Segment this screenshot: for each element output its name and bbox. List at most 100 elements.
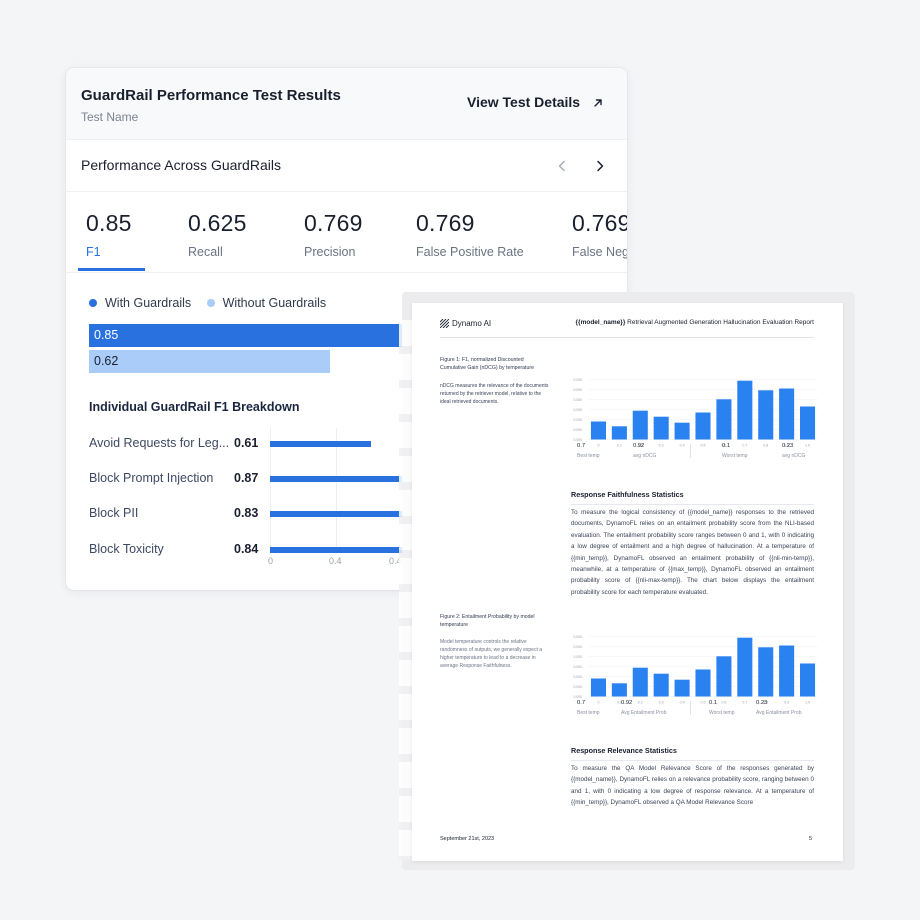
- breakdown-title: Individual GuardRail F1 Breakdown: [89, 400, 300, 414]
- x-tick-label: 0: [597, 701, 599, 705]
- x-tick-label: 0.9: [784, 444, 789, 448]
- stat-divider: [690, 701, 691, 715]
- stat-divider: [690, 444, 691, 458]
- x-tick-label: 0.3: [659, 444, 664, 448]
- axis-tick-label: 0.4: [329, 556, 342, 566]
- metric-label: Recall: [188, 245, 223, 259]
- brand-name: Dynamo AI: [452, 319, 492, 328]
- report-title-text: Retrieval Augmented Generation Hallucina…: [625, 319, 814, 326]
- metric-tab-recall[interactable]: 0.625 Recall: [188, 210, 247, 259]
- guardrail-bar: [270, 441, 371, 447]
- x-tick-label: 0.8: [763, 444, 768, 448]
- guardrail-bar: [270, 511, 407, 517]
- metric-label: Precision: [304, 245, 356, 259]
- section-divider: [571, 760, 814, 761]
- stat-label: Best temp: [577, 710, 600, 716]
- x-tick-label: 0.1: [617, 444, 622, 448]
- section-relevance-body: To measure the QA Model Relevance Score …: [571, 765, 814, 807]
- metric-value: 0.769: [304, 210, 363, 236]
- section-relevance-title: Response Relevance Statistics: [571, 746, 677, 755]
- metric-label: False Positive Rate: [416, 245, 524, 259]
- performance-header: Performance Across GuardRails: [66, 140, 627, 192]
- stat-value: 0.1: [722, 443, 731, 449]
- guardrail-row: Block Prompt Injection 0.87: [89, 471, 429, 487]
- y-tick-label: 0.000: [574, 665, 583, 669]
- chevron-left-icon[interactable]: [555, 159, 569, 173]
- y-tick-label: 0.000: [574, 635, 583, 639]
- guardrail-row: Block PII 0.83: [89, 506, 429, 522]
- report-page: Dynamo AI {{model_name}} Retrieval Augme…: [412, 303, 843, 861]
- y-tick-label: 0.000: [574, 675, 583, 679]
- section-faithfulness-title: Response Faithfulness Statistics: [571, 490, 684, 499]
- metric-value: 0.625: [188, 210, 247, 236]
- summary-bar-with-guardrails: 0.85: [89, 324, 419, 347]
- chart-bar: [632, 667, 648, 697]
- stat-value: 0.1: [709, 700, 718, 706]
- metric-value: 0.769: [416, 210, 475, 236]
- chart-bar: [590, 421, 606, 440]
- stat-value: 0.23: [756, 700, 768, 706]
- metric-tab-f1[interactable]: 0.85 F1: [86, 210, 132, 259]
- chart-bar: [716, 656, 732, 697]
- axis-tick-label: 0.4: [389, 556, 402, 566]
- axis-tick-label: 0: [268, 556, 274, 566]
- chart-bar: [737, 380, 753, 440]
- dynamo-logo-icon: [440, 319, 449, 328]
- guardrail-row: Avoid Requests for Leg... 0.61: [89, 436, 429, 452]
- y-tick-label: 0.000: [574, 398, 583, 402]
- metrics-tabs: 0.85 F1 0.625 Recall 0.769 Precision 0.7…: [66, 193, 627, 273]
- figure-1-description: nDCG measures the relevance of the docum…: [440, 383, 549, 405]
- footer-date: September 21st, 2023: [440, 836, 495, 842]
- guardrail-value: 0.84: [234, 542, 259, 556]
- x-tick-label: 0.5: [701, 701, 706, 705]
- stat-label: Avg Entailment Prob: [756, 710, 802, 716]
- chart-gridline: [270, 428, 271, 554]
- x-tick-label: 0.1: [617, 701, 622, 705]
- chart-bar: [674, 679, 690, 697]
- guardrail-bar: [270, 476, 414, 482]
- guardrail-value: 0.83: [234, 506, 259, 520]
- active-tab-indicator: [78, 268, 145, 271]
- section-divider: [571, 504, 814, 505]
- card-title: GuardRail Performance Test Results: [81, 87, 341, 104]
- y-tick-label: 0.000: [574, 418, 583, 422]
- stat-value: 0.23: [782, 443, 794, 449]
- legend-item-with: With Guardrails: [89, 296, 191, 310]
- report-title: {{model_name}} Retrieval Augmented Gener…: [576, 319, 814, 326]
- figure-2-description: Model temperature controls the relative …: [440, 639, 543, 669]
- guardrail-bar: [270, 547, 409, 553]
- chevron-right-icon[interactable]: [593, 159, 607, 173]
- x-tick-label: 0.4: [680, 444, 685, 448]
- stat-label: avg nDCG: [782, 453, 806, 459]
- metric-value: 0.769: [572, 210, 627, 236]
- metric-label: False Neg: [572, 245, 627, 259]
- report-title-model: {{model_name}}: [575, 319, 626, 326]
- summary-bar-value: 0.85: [94, 328, 119, 342]
- x-tick-label: 0.4: [680, 701, 685, 705]
- guardrail-value: 0.61: [234, 436, 259, 450]
- summary-bar-value: 0.62: [94, 354, 119, 368]
- stat-value: 0.92: [621, 700, 633, 706]
- metric-tab-false-negative[interactable]: 0.769 False Neg: [572, 210, 627, 259]
- x-tick-label: 0.2: [638, 701, 643, 705]
- arrow-up-right-icon[interactable]: [592, 97, 604, 109]
- metric-tab-false-positive-rate[interactable]: 0.769 False Positive Rate: [416, 210, 524, 259]
- chart-legend: With Guardrails Without Guardrails: [89, 296, 338, 310]
- x-tick-label: 0.6: [721, 701, 726, 705]
- y-tick-label: 0.000: [574, 645, 583, 649]
- report-header: Dynamo AI {{model_name}} Retrieval Augme…: [440, 318, 814, 338]
- view-test-details-link[interactable]: View Test Details: [467, 94, 581, 110]
- legend-label: With Guardrails: [105, 296, 192, 310]
- x-tick-label: 0: [597, 444, 599, 448]
- chart-bar: [695, 412, 711, 440]
- x-tick-label: 1.0: [805, 701, 810, 705]
- chart-bar: [653, 416, 669, 440]
- chart-bar: [590, 678, 606, 697]
- metric-tab-precision[interactable]: 0.769 Precision: [304, 210, 363, 259]
- stat-value: 0.92: [633, 443, 645, 449]
- report-page-edge: [399, 320, 413, 860]
- section-faithfulness-body: To measure the logical consistency of {{…: [571, 509, 814, 596]
- x-tick-label: 0.7: [742, 444, 747, 448]
